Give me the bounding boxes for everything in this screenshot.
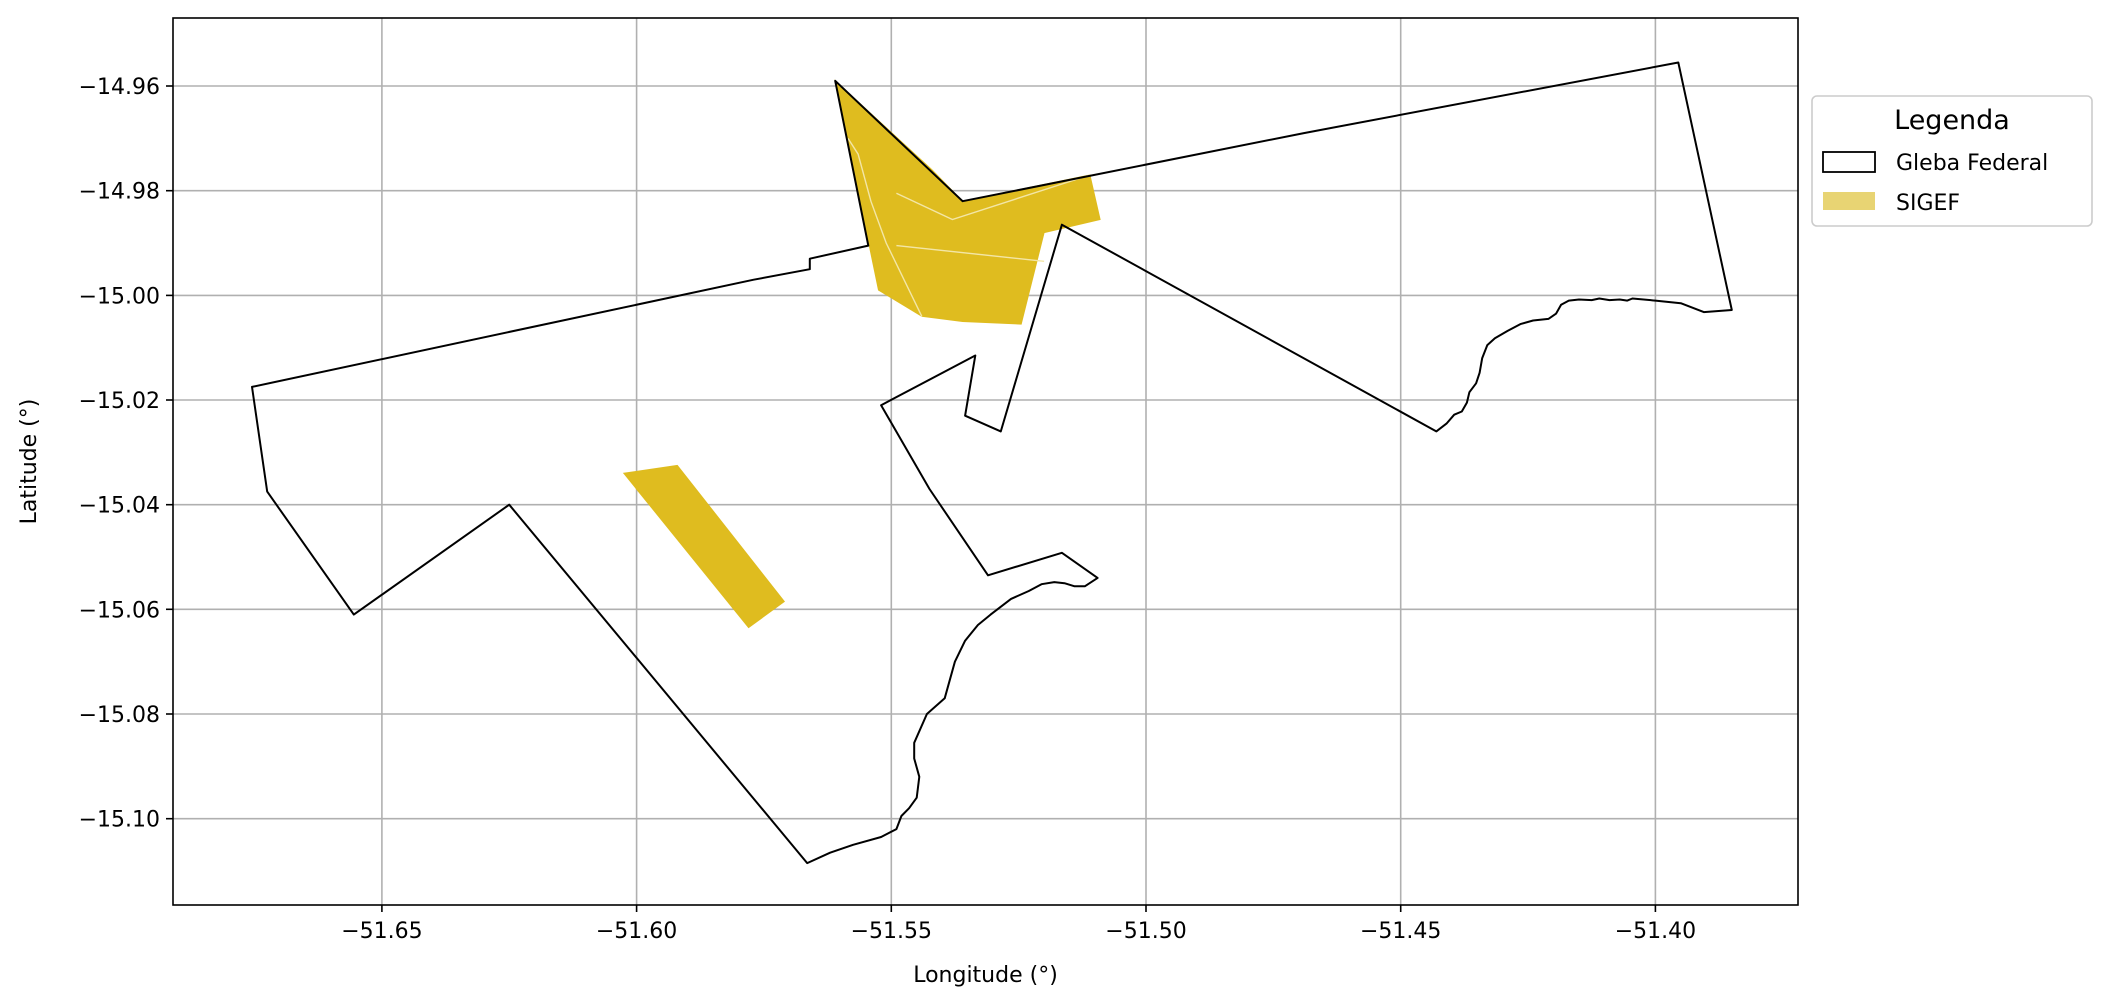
axis-ticks: −51.65 −51.60 −51.55 −51.50 −51.45 −51.40 −14.…: [79, 75, 1697, 944]
x-tick-label: −51.65: [341, 919, 422, 944]
x-axis-label: Longitude (°): [913, 963, 1058, 988]
grid-lines: [173, 18, 1798, 905]
sigef-parcel: [622, 464, 786, 629]
legend-swatch-sigef: [1823, 192, 1875, 210]
legend-title: Legenda: [1894, 105, 2010, 136]
x-tick-label: −51.45: [1360, 919, 1441, 944]
plot-area-frame: [172, 17, 1799, 906]
y-tick-label: −15.08: [79, 703, 160, 728]
y-tick-label: −15.04: [79, 494, 160, 519]
x-tick-label: −51.50: [1105, 919, 1186, 944]
y-tick-label: −15.02: [79, 389, 160, 414]
gleba-federal-boundary: [251, 61, 1733, 865]
y-axis-label: Latitude (°): [17, 399, 42, 525]
legend-box: [1811, 95, 2093, 227]
legend: Legenda Gleba Federal SIGEF: [1811, 95, 2093, 227]
x-tick-label: −51.60: [596, 919, 677, 944]
y-tick-label: −15.00: [79, 284, 160, 309]
x-tick-label: −51.55: [851, 919, 932, 944]
map-polygons: [251, 61, 1733, 865]
sigef-parcel-boundary: [896, 174, 1091, 221]
legend-label-sigef: SIGEF: [1896, 191, 1960, 216]
legend-label-gleba-federal: Gleba Federal: [1896, 151, 2048, 176]
sigef-parcel-boundary: [896, 244, 1045, 262]
y-tick-label: −15.10: [79, 808, 160, 833]
legend-swatch-gleba-federal: [1822, 151, 1876, 173]
y-tick-label: −14.98: [79, 180, 160, 205]
y-tick-label: −14.96: [79, 75, 160, 100]
y-tick-label: −15.06: [79, 598, 160, 623]
x-tick-label: −51.40: [1615, 919, 1696, 944]
sigef-parcel-boundary: [847, 138, 923, 317]
